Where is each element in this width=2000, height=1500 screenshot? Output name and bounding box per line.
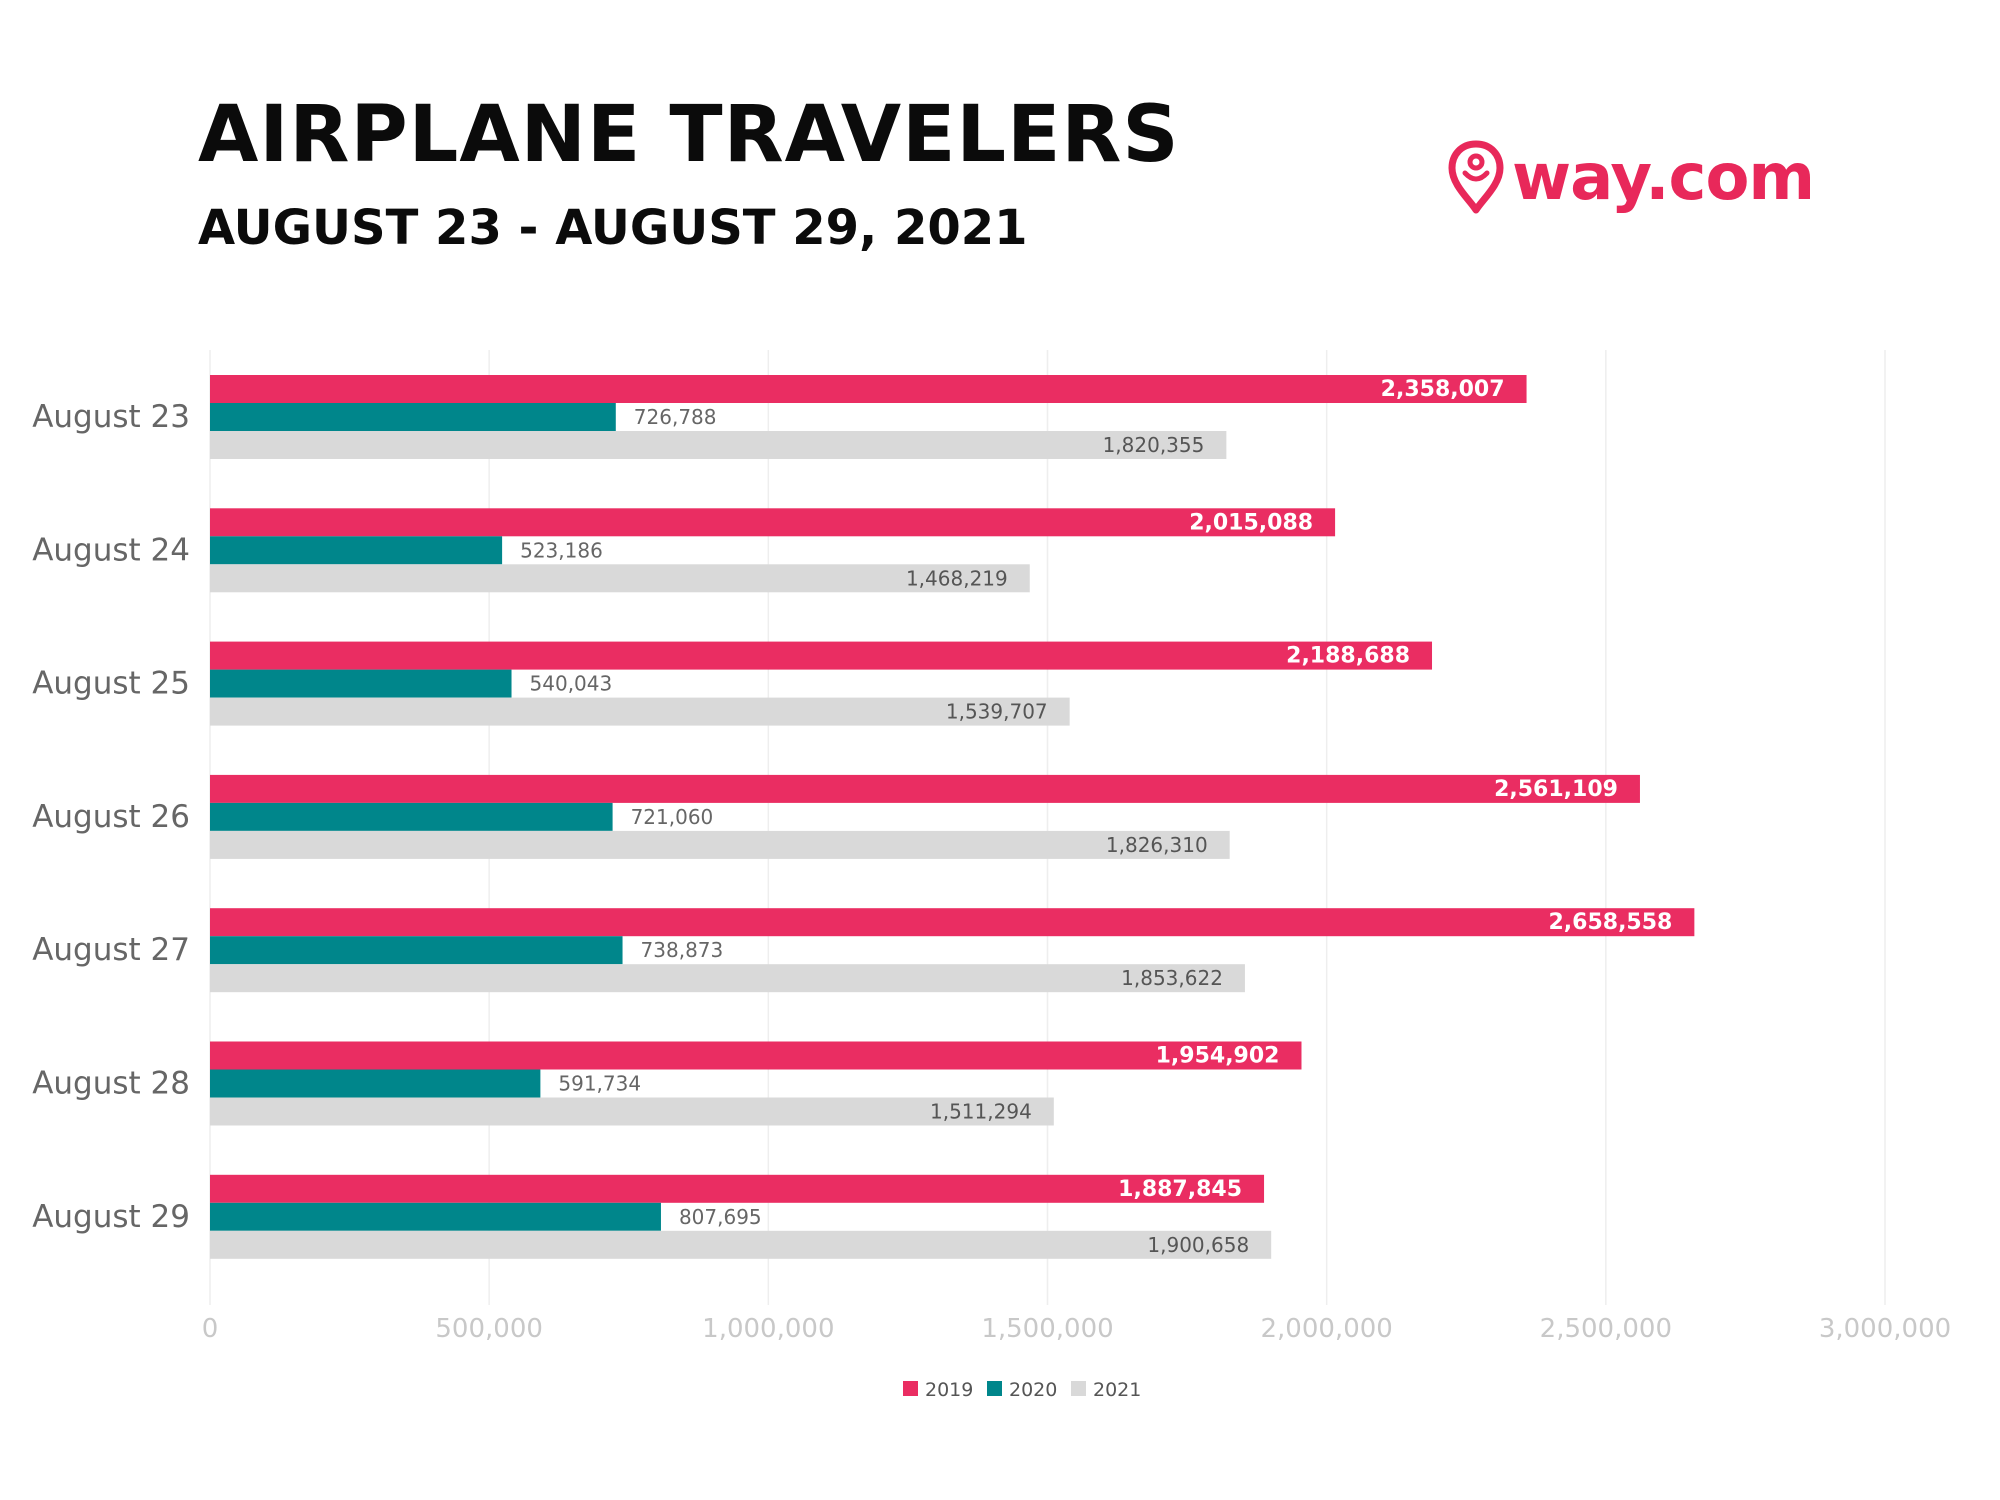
chart-subtitle: AUGUST 23 - AUGUST 29, 2021 [198,200,1028,256]
bar-2019 [210,1041,1302,1070]
data-label-2021: 1,468,219 [906,566,1008,590]
data-label-2019: 2,561,109 [1494,777,1618,802]
category-label: August 27 [32,932,190,968]
legend-label-2020: 2020 [1009,1379,1057,1401]
data-label-2019: 2,188,688 [1286,644,1410,669]
x-tick-label: 2,500,000 [1540,1314,1672,1344]
data-label-2020: 726,788 [634,405,717,429]
bar-2021 [210,431,1227,459]
data-label-2021: 1,826,310 [1106,833,1208,857]
bar-2019 [210,508,1336,537]
data-label-2021: 1,853,622 [1121,966,1223,990]
bar-2021 [210,1230,1272,1259]
category-label: August 26 [32,799,190,835]
location-pin-icon [1448,140,1504,214]
data-label-2019: 1,887,845 [1118,1177,1242,1202]
bar-2021 [210,697,1070,726]
bar-2020 [210,669,512,698]
bar-2019 [210,641,1433,670]
x-tick-label: 3,000,000 [1819,1314,1951,1344]
data-label-2019: 2,015,088 [1189,510,1313,535]
logo-text: way.com [1512,141,1815,215]
data-label-2020: 721,060 [631,805,714,829]
category-label: August 25 [32,666,190,702]
data-label-2020: 591,734 [558,1072,641,1096]
data-label-2019: 2,358,007 [1381,377,1505,402]
brand-logo: way.com [1448,140,1815,216]
data-label-2021: 1,820,355 [1103,433,1205,457]
bar-2021 [210,830,1230,859]
x-tick-label: 2,000,000 [1261,1314,1393,1344]
data-label-2021: 1,900,658 [1147,1233,1249,1257]
bar-2020 [210,936,623,965]
category-label: August 28 [32,1066,190,1102]
data-label-2020: 523,186 [520,538,603,562]
bar-2019 [210,774,1640,803]
x-tick-label: 1,500,000 [981,1314,1113,1344]
legend-label-2019: 2019 [925,1379,973,1401]
data-label-2021: 1,539,707 [946,700,1048,724]
chart-title: AIRPLANE TRAVELERS [198,90,1180,180]
data-label-2021: 1,511,294 [930,1100,1032,1124]
data-label-2020: 738,873 [641,938,724,962]
category-label: August 23 [32,399,190,435]
legend-swatch-2019 [903,1381,918,1396]
bar-2019 [210,1174,1265,1203]
bar-2020 [210,1202,661,1231]
category-label: August 24 [32,532,190,568]
bar-2019 [210,375,1527,403]
bar-2020 [210,802,613,831]
bar-2020 [210,403,616,431]
data-label-2020: 540,043 [530,672,613,696]
bar-2020 [210,1069,541,1098]
bar-2021 [210,1097,1054,1126]
category-label: August 29 [32,1199,190,1235]
legend-label-2021: 2021 [1093,1379,1141,1401]
legend-swatch-2020 [987,1381,1002,1396]
bar-2019 [210,908,1695,937]
bar-2020 [210,536,503,565]
data-label-2019: 2,658,558 [1548,910,1672,935]
x-tick-label: 1,000,000 [702,1314,834,1344]
x-tick-label: 500,000 [435,1314,543,1344]
x-tick-label: 0 [202,1314,219,1344]
bar-2021 [210,964,1245,993]
bar-2021 [210,564,1030,593]
legend-swatch-2021 [1071,1381,1086,1396]
data-label-2019: 1,954,902 [1156,1044,1280,1069]
data-label-2020: 807,695 [679,1205,762,1229]
